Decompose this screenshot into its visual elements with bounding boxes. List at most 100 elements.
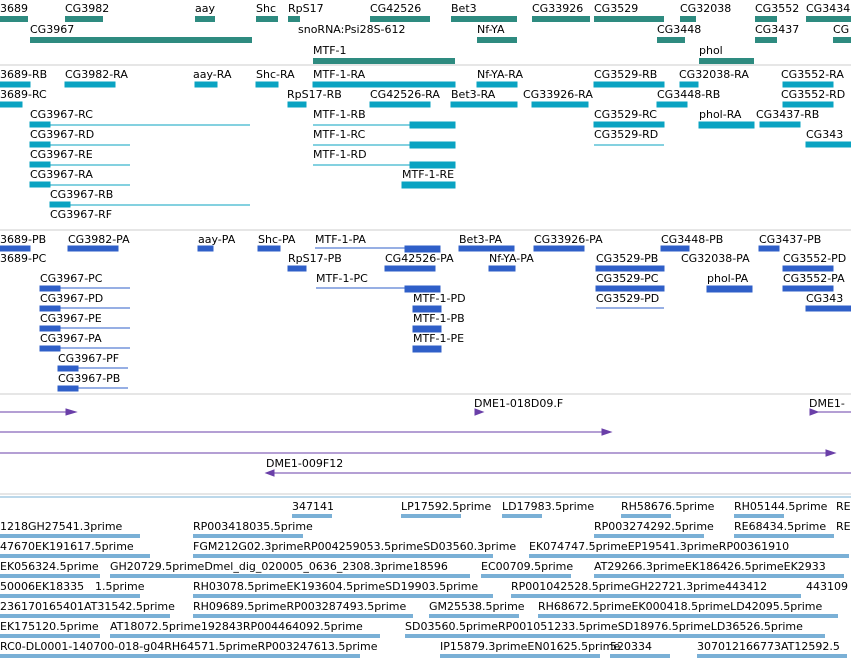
feature-bar[interactable]: [409, 161, 456, 169]
feature-bar[interactable]: [660, 245, 690, 252]
transcripts_pa-label[interactable]: CG3448-PB: [661, 233, 724, 246]
feature-bar[interactable]: [595, 265, 665, 272]
transcripts_ra-label[interactable]: Bet3-RA: [451, 88, 496, 101]
gene-feature-label[interactable]: MTF-1: [313, 44, 347, 57]
feature-bar[interactable]: [734, 514, 784, 518]
feature-bar[interactable]: [412, 325, 442, 333]
transcripts_pa-label[interactable]: Nf-YA-PA: [489, 252, 534, 265]
ests-label[interactable]: AT29266.3primeEK186426.5primeEK2933: [594, 560, 826, 573]
gene-feature-label[interactable]: Bet3: [451, 2, 477, 15]
gene-feature-label[interactable]: CG32038: [680, 2, 732, 15]
feature-bar[interactable]: [288, 16, 300, 22]
feature-bar[interactable]: [679, 81, 699, 88]
transcripts_pa-label[interactable]: CG3967-PE: [40, 312, 102, 325]
feature-bar[interactable]: [313, 58, 455, 64]
ests-label[interactable]: 47670EK191617.5prime: [0, 540, 134, 553]
feature-bar[interactable]: [0, 614, 170, 618]
feature-bar[interactable]: [0, 101, 23, 108]
feature-bar[interactable]: [755, 16, 777, 22]
feature-bar[interactable]: [195, 16, 215, 22]
transcripts_pa-label[interactable]: 3689-PC: [0, 252, 47, 265]
feature-bar[interactable]: [533, 245, 585, 252]
clones-label[interactable]: DME1-: [809, 397, 845, 410]
transcripts_pa-label[interactable]: CG3967-PF: [58, 352, 120, 365]
feature-bar[interactable]: [502, 514, 542, 518]
transcripts_pa-label[interactable]: CG3552-PD: [783, 252, 847, 265]
ests-label[interactable]: EK056324.5prime: [0, 560, 99, 573]
transcripts_pa-label[interactable]: RpS17-PB: [288, 252, 342, 265]
feature-bar[interactable]: [529, 554, 849, 558]
gene-feature-label[interactable]: Shc: [256, 2, 277, 15]
transcripts_pa-label[interactable]: aay-PA: [198, 233, 236, 246]
feature-bar[interactable]: [312, 81, 456, 88]
feature-bar[interactable]: [451, 16, 517, 22]
feature-bar[interactable]: [49, 201, 71, 208]
feature-bar[interactable]: [594, 16, 664, 22]
feature-bar[interactable]: [405, 634, 825, 638]
feature-bar[interactable]: [511, 594, 801, 598]
ests-label[interactable]: RH68672.5primeEK000418.5primeLD42095.5pr…: [538, 600, 823, 613]
feature-bar[interactable]: [39, 325, 61, 332]
ests-label[interactable]: RH09689.5primeRP003287493.5prime: [193, 600, 407, 613]
transcripts_pa-label[interactable]: CG3529-PB: [596, 252, 659, 265]
gene-feature-label[interactable]: CG3982: [65, 2, 110, 15]
ests-label[interactable]: 520334: [610, 640, 652, 653]
transcripts_ra-label[interactable]: MTF-1-RC: [313, 128, 366, 141]
ests-label[interactable]: IP15879.3primeEN01625.5prime: [440, 640, 621, 653]
transcripts_pa-label[interactable]: CG343: [806, 292, 844, 305]
feature-bar[interactable]: [67, 245, 119, 252]
transcripts_ra-label[interactable]: MTF-1-RD: [313, 148, 367, 161]
ests-label[interactable]: RH58676.5prime: [621, 500, 715, 513]
feature-bar[interactable]: [412, 305, 442, 313]
feature-bar[interactable]: [782, 285, 834, 292]
ests-label[interactable]: RC0-DL0001-140700-018-g04RH64571.5primeR…: [0, 640, 378, 653]
feature-bar[interactable]: [412, 345, 442, 353]
ests-label[interactable]: RE68434.5prime: [734, 520, 827, 533]
feature-bar[interactable]: [782, 81, 834, 88]
feature-bar[interactable]: [0, 594, 140, 598]
ests-label[interactable]: 1218GH27541.3prime: [0, 520, 123, 533]
feature-bar[interactable]: [0, 245, 31, 252]
transcripts_ra-label[interactable]: CG3529-RD: [594, 128, 659, 141]
feature-bar[interactable]: [782, 265, 834, 272]
feature-bar[interactable]: [0, 554, 150, 558]
ests-label[interactable]: EC00709.5prime: [481, 560, 574, 573]
transcripts_ra-label[interactable]: CG3967-RE: [30, 148, 93, 161]
transcripts_pa-label[interactable]: MTF-1-PC: [316, 272, 368, 285]
ests-label[interactable]: GH20729.5primeDmel_dig_020005_0636_2308.…: [110, 560, 448, 573]
feature-bar[interactable]: [409, 141, 456, 149]
transcripts_ra-label[interactable]: CG33926-RA: [523, 88, 593, 101]
feature-bar[interactable]: [257, 245, 281, 252]
transcripts_ra-label[interactable]: CG3437-RB: [756, 108, 820, 121]
feature-bar[interactable]: [698, 121, 755, 129]
transcripts_ra-label[interactable]: CG42526-RA: [370, 88, 440, 101]
feature-bar[interactable]: [481, 574, 571, 578]
feature-bar[interactable]: [429, 614, 519, 618]
feature-bar[interactable]: [401, 181, 456, 189]
transcripts_ra-label[interactable]: Nf-YA-RA: [477, 68, 524, 81]
ests-label[interactable]: 1.5prime: [95, 580, 145, 593]
feature-bar[interactable]: [755, 37, 777, 43]
ests-label[interactable]: 50006EK18335: [0, 580, 85, 593]
ests-label[interactable]: AT18072.5prime192843RP004464092.5prime: [110, 620, 363, 633]
ests-label[interactable]: LP17592.5prime: [401, 500, 492, 513]
gene-feature-label[interactable]: RpS17: [288, 2, 324, 15]
transcripts_ra-label[interactable]: CG3967-RC: [30, 108, 93, 121]
transcripts_pa-label[interactable]: 3689-PB: [0, 233, 47, 246]
feature-bar[interactable]: [805, 305, 851, 312]
feature-bar[interactable]: [194, 81, 218, 88]
transcripts_pa-label[interactable]: Shc-PA: [258, 233, 296, 246]
ests-label[interactable]: RH05144.5prime: [734, 500, 828, 513]
transcripts_pa-label[interactable]: Bet3-PA: [459, 233, 503, 246]
transcripts_ra-label[interactable]: MTF-1-RE: [402, 168, 455, 181]
transcripts_ra-label[interactable]: phol-RA: [699, 108, 742, 121]
feature-bar[interactable]: [656, 101, 688, 108]
gene-feature-label[interactable]: CG3448: [657, 23, 702, 36]
feature-bar[interactable]: [197, 245, 214, 252]
transcripts_pa-label[interactable]: phol-PA: [707, 272, 749, 285]
feature-bar[interactable]: [0, 574, 100, 578]
feature-bar[interactable]: [401, 514, 461, 518]
feature-bar[interactable]: [369, 101, 431, 108]
ests-label[interactable]: EK074747.5primeEP19541.3primeRP00361910: [529, 540, 790, 553]
ests-label[interactable]: FGM212G02.3primeRP004259053.5primeSD0356…: [193, 540, 517, 553]
